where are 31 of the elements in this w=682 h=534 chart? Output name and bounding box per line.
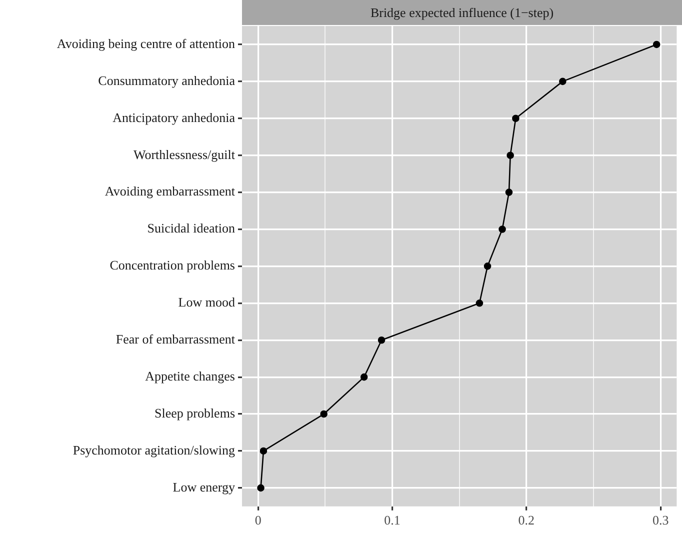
point bbox=[512, 114, 520, 122]
point bbox=[506, 152, 514, 159]
point bbox=[498, 226, 506, 233]
x-tick-label: 0.1 bbox=[384, 512, 400, 528]
y-tick-label: Avoiding embarrassment bbox=[104, 184, 236, 199]
point bbox=[505, 188, 513, 196]
y-tick-label: Avoiding being centre of attention bbox=[56, 36, 236, 51]
y-tick-label: Suicidal ideation bbox=[147, 220, 236, 236]
point bbox=[484, 262, 492, 270]
chart-title: Bridge expected influence (1−step) bbox=[242, 0, 682, 25]
x-tick-label: 0.2 bbox=[518, 512, 535, 528]
point bbox=[652, 40, 660, 48]
y-tick-label: Psychomotor agitation/slowing bbox=[72, 442, 236, 458]
y-tick-label: Worthlessness/guilt bbox=[133, 146, 236, 162]
y-tick-label: Anticipatory anhedonia bbox=[112, 110, 236, 125]
x-tick-label: 0 bbox=[254, 512, 262, 528]
y-tick-label: Concentration problems bbox=[110, 258, 235, 273]
point bbox=[360, 373, 368, 381]
point bbox=[378, 336, 386, 344]
point bbox=[559, 78, 566, 86]
y-tick-label: Consummatory anhedonia bbox=[98, 72, 236, 88]
point bbox=[476, 300, 484, 307]
x-tick-label: 0.3 bbox=[652, 512, 669, 528]
y-tick-label: Appetite changes bbox=[145, 368, 235, 384]
y-tick-label: Sleep problems bbox=[154, 405, 235, 420]
point bbox=[260, 447, 268, 455]
y-tick-label: Fear of embarrassment bbox=[116, 332, 236, 347]
y-tick-label: Low mood bbox=[178, 294, 236, 310]
point bbox=[257, 484, 264, 492]
y-tick-label: Low energy bbox=[172, 479, 236, 494]
point bbox=[320, 410, 328, 418]
